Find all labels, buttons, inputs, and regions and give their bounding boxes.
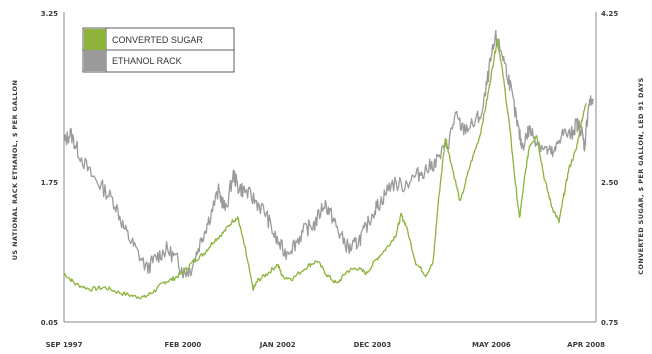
x-tick-label: MAY 2006 (472, 341, 511, 349)
x-tick-label: SEP 1997 (46, 341, 83, 349)
right-tick-label: 2.50 (601, 179, 618, 187)
x-axis-ticks: SEP 1997 FEB 2000 JAN 2002 DEC 2003 MAY 2006… (46, 341, 606, 349)
legend-swatch-converted-sugar (84, 29, 106, 50)
right-tick-label: 0.75 (601, 319, 618, 327)
legend-swatch-ethanol-rack (84, 50, 106, 71)
series-line-converted-sugar (63, 38, 587, 300)
right-tick-label: 4.25 (601, 10, 618, 18)
legend-label-ethanol-rack: ETHANOL RACK (112, 56, 182, 66)
x-tick-label: APR 2008 (567, 341, 605, 349)
left-axis-title: US NATIONAL RACK ETHANOL, $ PER GALLON (11, 80, 19, 261)
legend: CONVERTED SUGAR ETHANOL RACK (82, 27, 235, 73)
legend-label-converted-sugar: CONVERTED SUGAR (112, 35, 203, 45)
left-tick-label: 3.25 (41, 10, 58, 18)
x-tick-label: DEC 2003 (354, 341, 392, 349)
series-line-ethanol-rack (63, 29, 595, 279)
x-tick-label: JAN 2002 (259, 341, 296, 349)
x-tick-label: FEB 2000 (164, 341, 201, 349)
left-tick-label: 1.75 (41, 179, 58, 187)
left-tick-label: 0.05 (41, 319, 58, 327)
right-axis-title: CONVERTED SUGAR, $ PER GALLON, LED 91 DA… (637, 77, 645, 275)
